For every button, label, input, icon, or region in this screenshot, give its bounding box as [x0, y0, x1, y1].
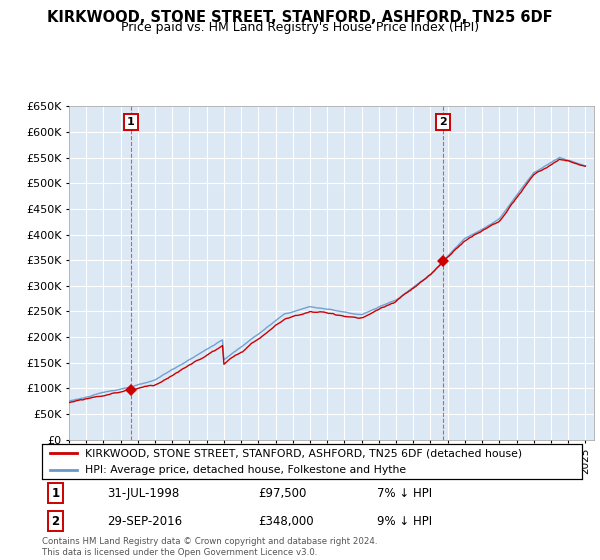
- Text: 31-JUL-1998: 31-JUL-1998: [107, 487, 179, 500]
- Text: 1: 1: [52, 487, 59, 500]
- Text: 7% ↓ HPI: 7% ↓ HPI: [377, 487, 432, 500]
- Text: 1: 1: [127, 117, 134, 127]
- Text: £97,500: £97,500: [258, 487, 307, 500]
- Text: 2: 2: [440, 117, 447, 127]
- Text: 29-SEP-2016: 29-SEP-2016: [107, 515, 182, 528]
- Text: 9% ↓ HPI: 9% ↓ HPI: [377, 515, 432, 528]
- Text: KIRKWOOD, STONE STREET, STANFORD, ASHFORD, TN25 6DF: KIRKWOOD, STONE STREET, STANFORD, ASHFOR…: [47, 10, 553, 25]
- Text: KIRKWOOD, STONE STREET, STANFORD, ASHFORD, TN25 6DF (detached house): KIRKWOOD, STONE STREET, STANFORD, ASHFOR…: [85, 449, 523, 459]
- Text: Price paid vs. HM Land Registry's House Price Index (HPI): Price paid vs. HM Land Registry's House …: [121, 21, 479, 34]
- Text: HPI: Average price, detached house, Folkestone and Hythe: HPI: Average price, detached house, Folk…: [85, 465, 406, 475]
- Text: 2: 2: [52, 515, 59, 528]
- Text: £348,000: £348,000: [258, 515, 314, 528]
- Text: Contains HM Land Registry data © Crown copyright and database right 2024.
This d: Contains HM Land Registry data © Crown c…: [42, 537, 377, 557]
